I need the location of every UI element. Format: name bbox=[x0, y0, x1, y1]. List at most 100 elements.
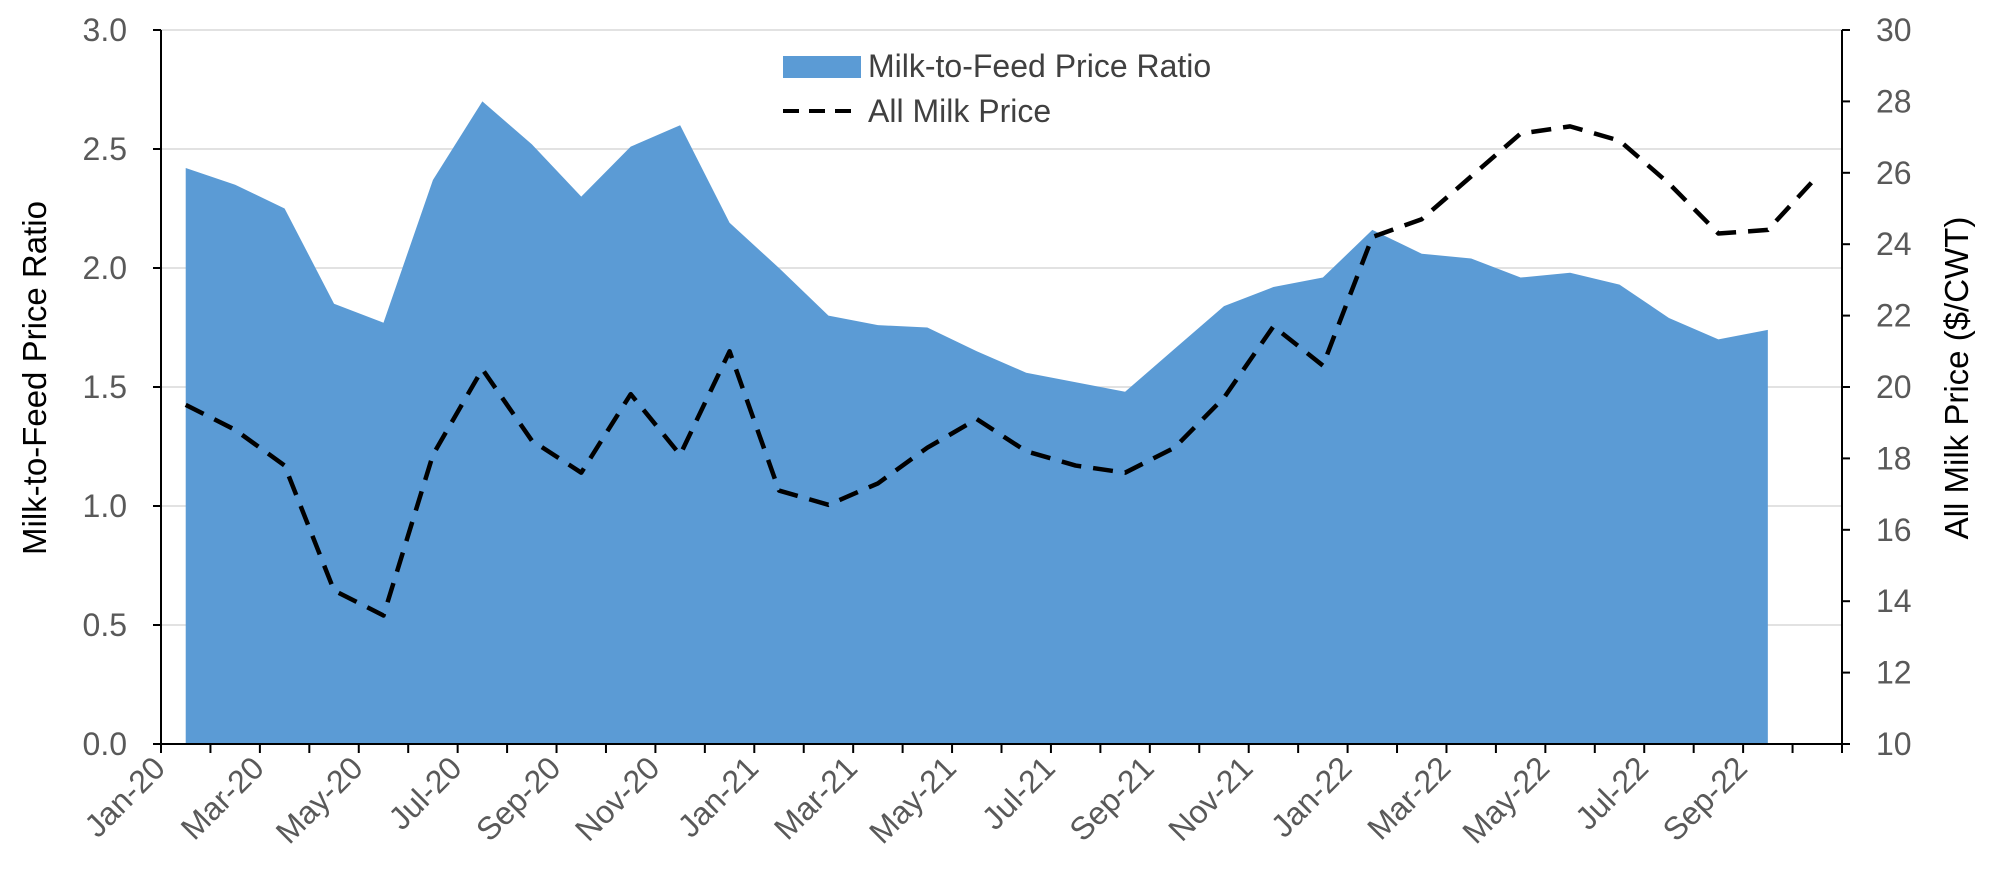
milk-to-feed-point bbox=[235, 184, 236, 185]
milk-to-feed-point bbox=[630, 146, 631, 147]
x-tick-label: Jan-22 bbox=[1264, 749, 1359, 844]
all-milk-price-point bbox=[680, 454, 681, 455]
left-tick-label: 0.5 bbox=[83, 607, 127, 643]
all-milk-price-point bbox=[877, 483, 878, 484]
right-tick-label: 10 bbox=[1876, 726, 1912, 762]
all-milk-price-point bbox=[1075, 465, 1076, 466]
all-milk-price-point bbox=[1718, 233, 1719, 234]
x-tick-label: Sep-20 bbox=[469, 749, 567, 847]
all-milk-price-point bbox=[1125, 472, 1126, 473]
all-milk-price-point bbox=[185, 404, 186, 405]
milk-to-feed-point bbox=[1223, 306, 1224, 307]
milk-to-feed-point bbox=[1668, 317, 1669, 318]
milk-to-feed-point bbox=[1421, 253, 1422, 254]
all-milk-price-point bbox=[828, 504, 829, 505]
all-milk-price-point bbox=[284, 465, 285, 466]
right-tick-label: 18 bbox=[1876, 440, 1912, 476]
x-tick-label: Nov-21 bbox=[1161, 749, 1259, 847]
right-tick-label: 28 bbox=[1876, 83, 1912, 119]
x-tick-label: Jul-22 bbox=[1568, 749, 1655, 836]
left-axis-ticks: 0.0 0.5 1.0 1.5 2.0 2.5 3.0 bbox=[83, 12, 161, 762]
all-milk-price-point bbox=[531, 440, 532, 441]
milk-to-feed-point bbox=[531, 144, 532, 145]
right-tick-label: 12 bbox=[1876, 655, 1912, 691]
right-tick-label: 24 bbox=[1876, 226, 1912, 262]
milk-to-feed-point bbox=[334, 303, 335, 304]
milk-to-feed-point bbox=[877, 325, 878, 326]
right-tick-label: 20 bbox=[1876, 369, 1912, 405]
milk-to-feed-point bbox=[1322, 277, 1323, 278]
milk-to-feed-point bbox=[1471, 258, 1472, 259]
milk-to-feed-area bbox=[185, 101, 1768, 744]
x-tick-label: Nov-20 bbox=[568, 749, 666, 847]
x-tick-label: Sep-22 bbox=[1656, 749, 1754, 847]
left-tick-label: 1.5 bbox=[83, 369, 127, 405]
right-axis-title: All Milk Price ($/CWT) bbox=[1938, 217, 1975, 540]
milk-to-feed-point bbox=[383, 322, 384, 323]
left-tick-label: 2.5 bbox=[83, 131, 127, 167]
all-milk-price-point bbox=[1322, 365, 1323, 366]
left-tick-label: 3.0 bbox=[83, 12, 127, 48]
left-tick-label: 1.0 bbox=[83, 488, 127, 524]
all-milk-price-point bbox=[779, 490, 780, 491]
legend-area-swatch bbox=[783, 56, 861, 78]
milk-to-feed-point bbox=[1075, 382, 1076, 383]
all-milk-price-point bbox=[1767, 229, 1768, 230]
milk-to-feed-point bbox=[432, 179, 433, 180]
x-tick-label: Sep-21 bbox=[1062, 749, 1160, 847]
legend-label-all-milk-price: All Milk Price bbox=[868, 93, 1051, 129]
all-milk-price-point bbox=[482, 369, 483, 370]
all-milk-price-point bbox=[729, 351, 730, 352]
milk-to-feed-point bbox=[284, 208, 285, 209]
x-tick-label: Mar-20 bbox=[174, 749, 271, 846]
milk-to-feed-point bbox=[779, 268, 780, 269]
milk-to-feed-point bbox=[1520, 277, 1521, 278]
milk-to-feed-point bbox=[185, 168, 186, 169]
all-milk-price-point bbox=[630, 394, 631, 395]
all-milk-price-point bbox=[1817, 176, 1818, 177]
all-milk-price-point bbox=[1026, 451, 1027, 452]
all-milk-price-point bbox=[432, 454, 433, 455]
right-tick-label: 22 bbox=[1876, 298, 1912, 334]
right-tick-label: 30 bbox=[1876, 12, 1912, 48]
right-tick-label: 14 bbox=[1876, 583, 1912, 619]
milk-to-feed-point bbox=[1372, 229, 1373, 230]
milk-to-feed-point bbox=[828, 315, 829, 316]
all-milk-price-point bbox=[1372, 237, 1373, 238]
all-milk-price-point bbox=[1174, 447, 1175, 448]
legend: Milk-to-Feed Price Ratio All Milk Price bbox=[783, 48, 1211, 129]
all-milk-price-line-layer bbox=[184, 124, 1819, 618]
milk-to-feed-point bbox=[1767, 329, 1768, 330]
milk-to-feed-point bbox=[1570, 272, 1571, 273]
all-milk-price-point bbox=[1570, 126, 1571, 127]
milk-to-feed-point bbox=[680, 125, 681, 126]
x-tick-label: Mar-22 bbox=[1360, 749, 1457, 846]
left-tick-label: 0.0 bbox=[83, 726, 127, 762]
right-tick-label: 26 bbox=[1876, 155, 1912, 191]
milk-to-feed-point bbox=[976, 351, 977, 352]
all-milk-price-point bbox=[235, 429, 236, 430]
milk-to-feed-point bbox=[1718, 339, 1719, 340]
right-axis-ticks: 10 12 14 16 18 20 22 24 26 28 30 bbox=[1842, 12, 1912, 762]
all-milk-price-point bbox=[1421, 219, 1422, 220]
left-tick-label: 2.0 bbox=[83, 250, 127, 286]
all-milk-price-point bbox=[1619, 140, 1620, 141]
left-axis-title: Milk-to-Feed Price Ratio bbox=[16, 201, 53, 555]
milk-to-feed-point bbox=[1273, 287, 1274, 288]
milk-to-feed-point bbox=[581, 196, 582, 197]
x-tick-label: Jul-20 bbox=[382, 749, 469, 836]
all-milk-price-point bbox=[1273, 326, 1274, 327]
all-milk-price-point bbox=[976, 419, 977, 420]
all-milk-price-point bbox=[383, 615, 384, 616]
all-milk-price-point bbox=[927, 447, 928, 448]
x-tick-label: Jul-21 bbox=[975, 749, 1062, 836]
x-tick-label: May-22 bbox=[1455, 749, 1556, 850]
all-milk-price-point bbox=[1471, 176, 1472, 177]
x-tick-label: Jan-21 bbox=[671, 749, 766, 844]
milk-to-feed-point bbox=[729, 222, 730, 223]
milk-to-feed-area-layer bbox=[185, 101, 1768, 744]
milk-to-feed-point bbox=[927, 327, 928, 328]
x-tick-label: Jan-20 bbox=[77, 749, 172, 844]
